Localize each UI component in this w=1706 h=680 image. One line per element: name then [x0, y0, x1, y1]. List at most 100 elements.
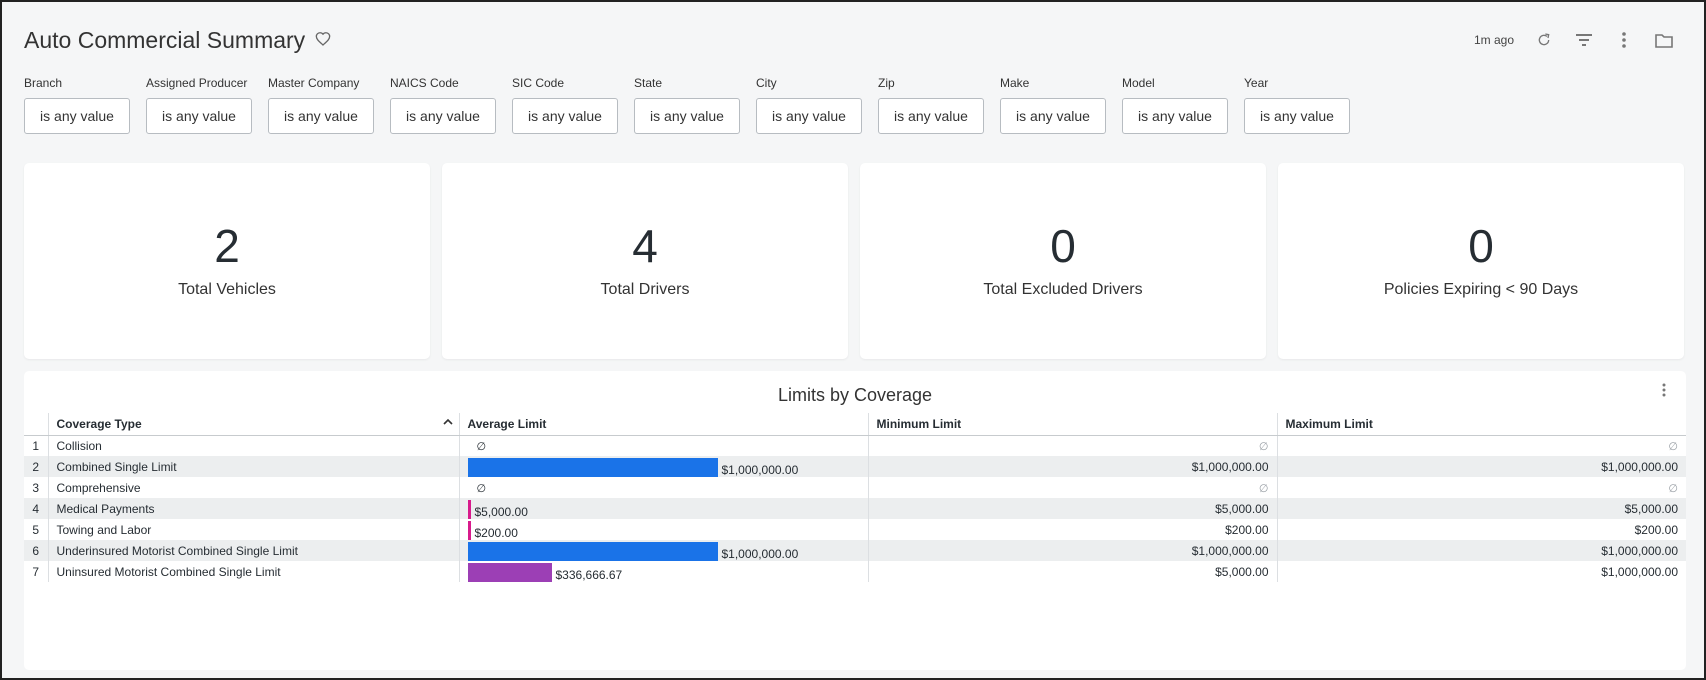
- table-row[interactable]: 2 Combined Single Limit $1,000,000.00 $1,00…: [24, 456, 1686, 477]
- coverage-type-cell: Combined Single Limit: [48, 456, 460, 477]
- folder-icon[interactable]: [1644, 22, 1684, 58]
- table-row[interactable]: 6 Underinsured Motorist Combined Single L…: [24, 540, 1686, 561]
- filter-label: NAICS Code: [390, 76, 459, 90]
- minimum-limit-value: $1,000,000.00: [1191, 543, 1269, 558]
- average-limit-bar-wrap: $5,000.00: [460, 498, 868, 519]
- tile-policies-expiring[interactable]: 0 Policies Expiring < 90 Days: [1278, 163, 1684, 359]
- row-number: 3: [24, 477, 49, 498]
- filter-value-button[interactable]: is any value: [390, 98, 496, 134]
- filter-state: State is any value: [634, 76, 741, 134]
- filter-value-button[interactable]: is any value: [756, 98, 862, 134]
- filter-value-button[interactable]: is any value: [634, 98, 740, 134]
- average-limit-bar: [467, 563, 552, 582]
- filter-label: Assigned Producer: [146, 76, 248, 90]
- filter-label: SIC Code: [512, 76, 565, 90]
- average-limit-bar-wrap: $1,000,000.00: [460, 540, 868, 561]
- table-row[interactable]: 3 Comprehensive ∅ ∅ ∅: [24, 477, 1686, 498]
- filter-value-button[interactable]: is any value: [878, 98, 984, 134]
- average-limit-value: $5,000.00: [474, 505, 528, 519]
- average-limit-bar-wrap: $1,000,000.00: [460, 456, 868, 477]
- filter-value-button[interactable]: is any value: [1122, 98, 1228, 134]
- average-limit-value: $1,000,000.00: [721, 547, 799, 561]
- filter-bar: Branch is any value Assigned Producer is…: [24, 76, 1351, 134]
- tile-total-vehicles[interactable]: 2 Total Vehicles: [24, 163, 430, 359]
- dashboard-header: Auto Commercial Summary 1m ago: [24, 22, 1684, 58]
- row-number: 5: [24, 519, 49, 540]
- tile-total-drivers[interactable]: 4 Total Drivers: [442, 163, 848, 359]
- table-row[interactable]: 4 Medical Payments $5,000.00 $5,000.00 $5,00…: [24, 498, 1686, 519]
- maximum-limit-value: $1,000,000.00: [1601, 564, 1678, 579]
- favorite-heart-icon[interactable]: [315, 31, 333, 49]
- tile-value: 2: [214, 220, 240, 272]
- panel-more-options-icon[interactable]: [1656, 383, 1672, 401]
- table-row[interactable]: 5 Towing and Labor $200.00 $200.00 $200.00: [24, 519, 1686, 540]
- average-limit-cell: $336,666.67: [459, 561, 869, 582]
- filter-value-button[interactable]: is any value: [1244, 98, 1350, 134]
- maximum-limit-value: $200.00: [1634, 522, 1678, 537]
- limits-table: Coverage Type Average Limit Minimum Limi…: [24, 413, 1686, 582]
- average-limit-bar-wrap: $200.00: [460, 519, 868, 540]
- filter-label: Master Company: [268, 76, 360, 90]
- column-header-label: Coverage Type: [56, 416, 142, 431]
- column-header-maximum-limit[interactable]: Maximum Limit: [1277, 413, 1686, 436]
- maximum-limit-cell: $1,000,000.00: [1277, 561, 1686, 582]
- filter-sic-code: SIC Code is any value: [512, 76, 619, 134]
- minimum-limit-value: $5,000.00: [1215, 564, 1269, 579]
- panel-title: Limits by Coverage: [777, 385, 933, 405]
- filter-value-button[interactable]: is any value: [268, 98, 374, 134]
- maximum-limit-cell: $1,000,000.00: [1277, 456, 1686, 477]
- maximum-limit-cell: $5,000.00: [1277, 498, 1686, 519]
- header-actions: 1m ago: [1474, 22, 1684, 58]
- sort-ascending-icon[interactable]: [442, 416, 453, 430]
- filter-value-button[interactable]: is any value: [512, 98, 618, 134]
- tile-value: 4: [632, 220, 658, 272]
- column-header-average-limit[interactable]: Average Limit: [459, 413, 869, 436]
- null-value: ∅: [476, 440, 487, 453]
- filter-value-button[interactable]: is any value: [146, 98, 252, 134]
- maximum-limit-value: ∅: [1668, 440, 1678, 453]
- average-limit-cell: $1,000,000.00: [459, 456, 869, 477]
- tile-value: 0: [1468, 220, 1494, 272]
- minimum-limit-value: $5,000.00: [1215, 501, 1269, 516]
- filter-icon[interactable]: [1564, 22, 1604, 58]
- filter-label: City: [756, 76, 777, 90]
- maximum-limit-cell: $200.00: [1277, 519, 1686, 540]
- average-limit-cell: $200.00: [459, 519, 869, 540]
- filter-year: Year is any value: [1244, 76, 1351, 134]
- tile-label: Total Drivers: [600, 281, 690, 298]
- minimum-limit-value: $200.00: [1225, 522, 1269, 537]
- coverage-type-cell: Uninsured Motorist Combined Single Limit: [48, 561, 460, 582]
- average-limit-bar: [467, 500, 471, 519]
- maximum-limit-cell: $1,000,000.00: [1277, 540, 1686, 561]
- maximum-limit-value: $1,000,000.00: [1601, 459, 1678, 474]
- table-body: 1 Collision ∅ ∅ ∅ 2 Combined Single Limit $1,00…: [24, 435, 1686, 582]
- filter-model: Model is any value: [1122, 76, 1229, 134]
- average-limit-bar: [467, 458, 718, 477]
- tile-label: Total Excluded Drivers: [983, 281, 1143, 298]
- filter-branch: Branch is any value: [24, 76, 131, 134]
- average-limit-bar: [467, 542, 718, 561]
- minimum-limit-value: $1,000,000.00: [1191, 459, 1269, 474]
- tile-total-excluded-drivers[interactable]: 0 Total Excluded Drivers: [860, 163, 1266, 359]
- row-number: 4: [24, 498, 49, 519]
- minimum-limit-cell: $1,000,000.00: [868, 456, 1278, 477]
- row-number: 6: [24, 540, 49, 561]
- maximum-limit-value: $1,000,000.00: [1601, 543, 1678, 558]
- coverage-type-cell: Collision: [48, 435, 460, 456]
- limits-by-coverage-panel: Limits by Coverage Coverage Type Average…: [24, 371, 1686, 670]
- refresh-icon[interactable]: [1524, 22, 1564, 58]
- filter-value-button[interactable]: is any value: [1000, 98, 1106, 134]
- maximum-limit-cell: ∅: [1277, 477, 1686, 498]
- table-row[interactable]: 1 Collision ∅ ∅ ∅: [24, 435, 1686, 456]
- filter-value-button[interactable]: is any value: [24, 98, 130, 134]
- more-options-icon[interactable]: [1604, 22, 1644, 58]
- tile-label: Total Vehicles: [178, 281, 276, 298]
- minimum-limit-cell: $1,000,000.00: [868, 540, 1278, 561]
- average-limit-cell: ∅: [459, 435, 869, 456]
- column-header-coverage-type[interactable]: Coverage Type: [48, 413, 460, 436]
- row-number: 7: [24, 561, 49, 582]
- column-header-minimum-limit[interactable]: Minimum Limit: [868, 413, 1278, 436]
- table-row[interactable]: 7 Uninsured Motorist Combined Single Limi…: [24, 561, 1686, 582]
- tile-value: 0: [1050, 220, 1076, 272]
- null-value: ∅: [476, 482, 487, 495]
